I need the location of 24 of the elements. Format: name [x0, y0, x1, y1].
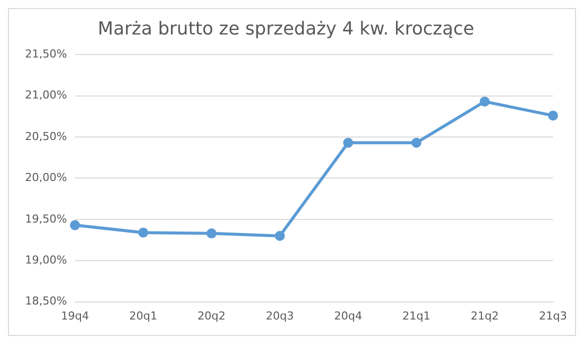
x-tick-label: 21q2: [470, 309, 499, 322]
y-tick-label: 19,00%: [24, 253, 67, 266]
point: [411, 138, 422, 148]
y-tick-label: 20,50%: [24, 130, 67, 143]
x-tick-label: 20q1: [129, 309, 158, 322]
point: [480, 96, 490, 107]
y-tick-label: 18,50%: [24, 294, 67, 308]
x-tick-label: 21q3: [539, 309, 568, 322]
y-tick-label: 20,00%: [24, 171, 67, 184]
point: [548, 110, 558, 121]
x-tick-label: 21q1: [402, 309, 430, 322]
point: [206, 228, 217, 238]
y-tick-label: 19,50%: [24, 212, 67, 226]
y-tick-label: 21,00%: [24, 88, 67, 102]
x-tick-label: 19q4: [60, 309, 89, 322]
point: [70, 220, 80, 230]
point: [138, 228, 148, 238]
x-tick-label: 20q3: [266, 309, 294, 322]
point: [343, 138, 354, 148]
point: [274, 230, 285, 241]
y-tick-label: 21,50%: [24, 47, 67, 60]
x-tick-label: 20q4: [334, 309, 362, 322]
x-tick-label: 20q2: [198, 309, 226, 322]
chart-title: Marża brutto ze sprzedaży 4 kw. kroczące: [98, 18, 474, 40]
